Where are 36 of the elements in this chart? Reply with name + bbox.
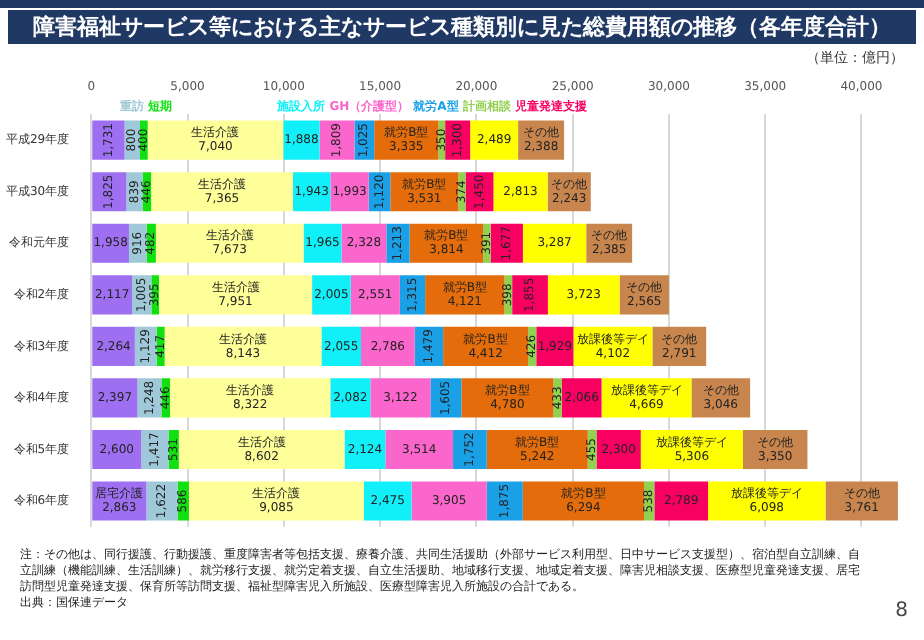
- bar: [493, 172, 548, 212]
- bar: [341, 223, 387, 263]
- bar: [147, 120, 284, 160]
- bar: [370, 378, 431, 418]
- bar: [654, 481, 709, 521]
- bar: [146, 481, 178, 521]
- bar: [92, 429, 142, 470]
- bar: [158, 275, 313, 315]
- bar: [92, 120, 125, 160]
- bar: [141, 429, 169, 470]
- bar: [486, 481, 523, 521]
- bar: [561, 378, 602, 418]
- bar: [178, 429, 345, 470]
- bar: [188, 481, 364, 521]
- bar: [92, 326, 135, 366]
- bar: [411, 481, 487, 521]
- bar: [522, 223, 587, 263]
- bar: [330, 378, 371, 418]
- bar: [547, 275, 620, 315]
- bar: [350, 275, 400, 315]
- bar: [596, 429, 641, 470]
- bar: [92, 378, 138, 418]
- bar: [385, 429, 454, 470]
- bar: [825, 481, 898, 521]
- bar: [344, 429, 386, 470]
- text: 8: [895, 600, 908, 622]
- bar: [92, 275, 133, 315]
- bar: [151, 172, 293, 212]
- bar: [522, 481, 644, 521]
- bar: [155, 223, 304, 263]
- bar: [170, 378, 331, 418]
- bar: [363, 481, 412, 521]
- chart-title: 障害福祉サービス等における主なサービス種類別に見た総費用額の推移（各年度合計）: [8, 10, 916, 44]
- bar: [470, 120, 519, 160]
- bar: [361, 326, 415, 366]
- bar: [164, 326, 322, 366]
